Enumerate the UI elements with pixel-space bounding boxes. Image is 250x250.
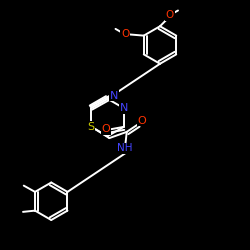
Text: O: O — [166, 10, 174, 20]
Text: S: S — [88, 122, 95, 132]
Text: O: O — [138, 116, 146, 126]
Text: O: O — [121, 30, 129, 40]
Text: N: N — [120, 103, 128, 113]
Text: O: O — [102, 124, 110, 134]
Text: N: N — [110, 90, 118, 101]
Text: NH: NH — [116, 143, 132, 153]
